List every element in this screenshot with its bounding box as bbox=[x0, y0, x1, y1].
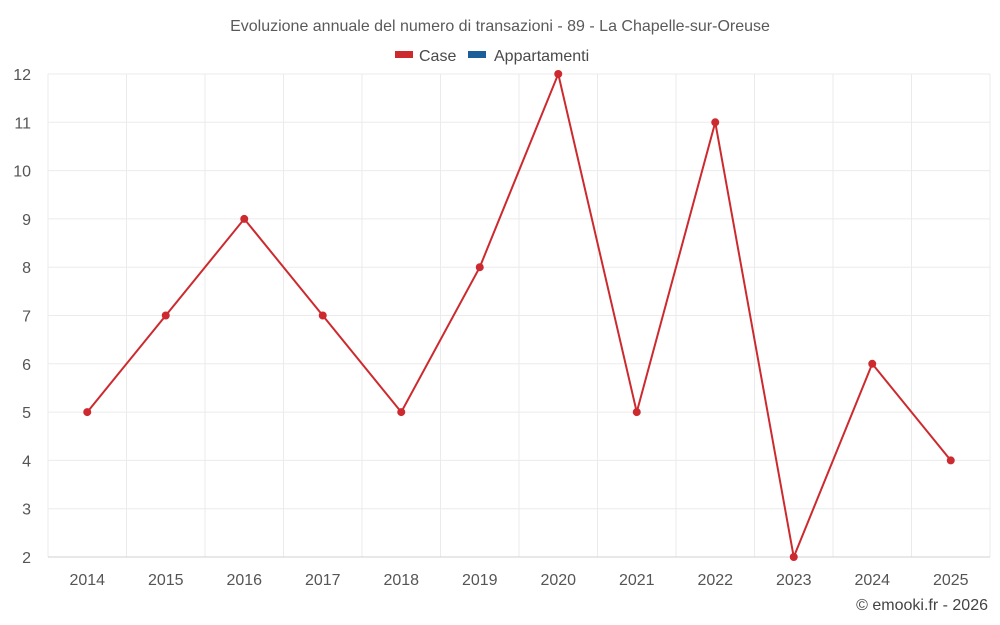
data-point-case-2015[interactable] bbox=[161, 311, 170, 320]
x-tick-label: 2022 bbox=[697, 572, 733, 589]
x-tick-label: 2020 bbox=[540, 572, 576, 589]
y-tick-label: 12 bbox=[13, 67, 31, 84]
x-tick-label: 2024 bbox=[854, 572, 890, 589]
x-tick-label: 2015 bbox=[148, 572, 184, 589]
data-point-case-2019[interactable] bbox=[475, 263, 484, 272]
legend-swatch-case bbox=[395, 51, 413, 58]
x-tick-label: 2025 bbox=[933, 572, 969, 589]
y-tick-label: 4 bbox=[22, 453, 31, 470]
legend-item-case[interactable]: Case bbox=[395, 48, 456, 65]
data-point-case-2023[interactable] bbox=[789, 553, 798, 561]
data-point-case-2024[interactable] bbox=[868, 359, 877, 368]
x-tick-label: 2018 bbox=[383, 572, 419, 589]
x-tick-label: 2014 bbox=[69, 572, 105, 589]
y-tick-label: 8 bbox=[22, 260, 31, 277]
data-point-case-2014[interactable] bbox=[83, 408, 92, 417]
y-tick-label: 10 bbox=[13, 164, 31, 181]
x-tick-label: 2021 bbox=[619, 572, 655, 589]
data-point-case-2016[interactable] bbox=[240, 214, 249, 223]
legend-label-appartamenti: Appartamenti bbox=[494, 48, 589, 65]
data-point-case-2025[interactable] bbox=[946, 456, 955, 465]
x-axis: 2014 2015 2016 2017 2018 2019 2020 2021 2022 2023… bbox=[48, 556, 990, 589]
series-line-case bbox=[86, 70, 952, 561]
data-point-case-2022[interactable] bbox=[711, 118, 720, 127]
x-tick-label: 2017 bbox=[305, 572, 341, 589]
y-tick-label: 2 bbox=[22, 550, 31, 567]
credit-text: © emooki.fr - 2026 bbox=[856, 597, 988, 614]
legend-item-appartamenti[interactable]: Appartamenti bbox=[468, 48, 589, 65]
legend-label-case: Case bbox=[419, 48, 456, 65]
legend-swatch-appartamenti bbox=[468, 51, 486, 58]
y-tick-label: 5 bbox=[22, 405, 31, 422]
x-tick-label: 2019 bbox=[462, 572, 498, 589]
data-point-case-2020[interactable] bbox=[554, 70, 563, 78]
y-tick-label: 11 bbox=[14, 115, 31, 132]
x-tick-label: 2016 bbox=[226, 572, 262, 589]
legend: Case Appartamenti bbox=[395, 48, 589, 65]
series-layer bbox=[83, 70, 955, 561]
data-point-case-2018[interactable] bbox=[397, 408, 406, 417]
data-point-case-2021[interactable] bbox=[632, 408, 641, 417]
x-tick-label: 2023 bbox=[776, 572, 812, 589]
y-tick-label: 6 bbox=[22, 357, 31, 374]
y-axis: 2 3 4 5 6 7 8 9 10 11 12 bbox=[13, 67, 31, 567]
grid-lines bbox=[47, 73, 991, 558]
data-point-case-2017[interactable] bbox=[318, 311, 327, 320]
chart-title: Evoluzione annuale del numero di transaz… bbox=[230, 18, 770, 35]
y-tick-label: 3 bbox=[22, 502, 31, 519]
y-tick-label: 7 bbox=[22, 309, 31, 326]
y-tick-label: 9 bbox=[22, 212, 31, 229]
